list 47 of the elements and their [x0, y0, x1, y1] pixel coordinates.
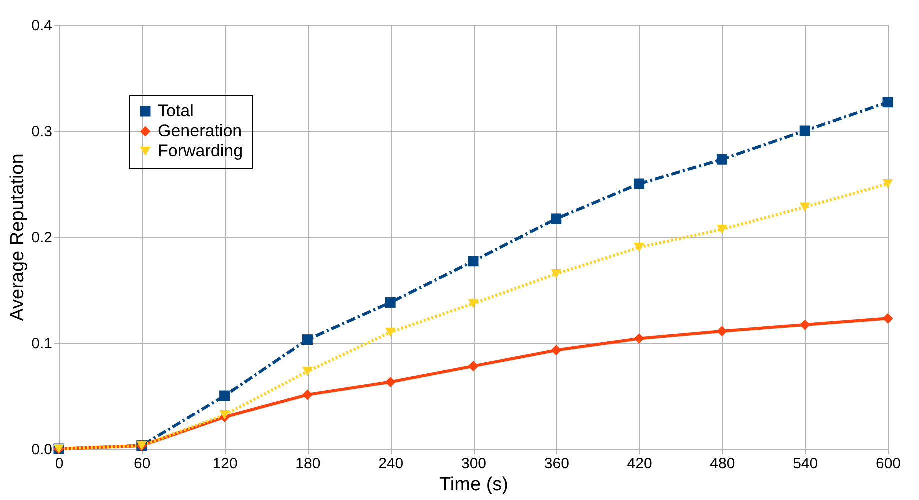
point: [634, 334, 645, 344]
legend-label: Forwarding: [158, 142, 244, 160]
point: [220, 390, 230, 402]
point: [468, 299, 479, 308]
point: [468, 256, 479, 267]
point: [302, 390, 313, 400]
point: [882, 97, 894, 108]
y-tick-label: 0.4: [32, 18, 52, 34]
point: [882, 313, 894, 324]
x-tick-label: 540: [793, 456, 818, 472]
point: [800, 126, 810, 136]
x-tick-label: 60: [134, 456, 151, 472]
x-tick-label: 360: [544, 456, 570, 472]
point: [716, 326, 728, 337]
x-axis-title: Time (s): [440, 474, 508, 496]
legend-label: Generation: [158, 122, 242, 140]
legend-label: Total: [158, 102, 194, 120]
x-tick-label: 120: [212, 456, 238, 472]
point: [551, 214, 562, 224]
y-tick-label: 0.3: [32, 124, 52, 140]
point: [220, 410, 230, 420]
point: [634, 178, 645, 190]
point: [468, 361, 479, 372]
point: [385, 376, 396, 388]
x-tick-label: 420: [627, 456, 652, 472]
point: [551, 270, 562, 279]
point: [634, 243, 645, 252]
x-tick-label: 180: [296, 456, 321, 472]
y-axis-title: Average Reputation: [8, 154, 29, 322]
point: [800, 202, 810, 212]
point: [716, 154, 728, 165]
x-tick-label: 300: [461, 456, 487, 472]
x-tick-label: 0: [55, 456, 64, 472]
x-tick-label: 240: [378, 456, 404, 472]
point: [385, 328, 396, 337]
point: [302, 334, 313, 346]
point: [385, 297, 396, 308]
point: [882, 179, 894, 189]
point: [716, 225, 728, 234]
y-tick-label: 0.2: [32, 230, 52, 246]
y-tick-label: 0.0: [32, 442, 52, 458]
x-tick-label: 600: [876, 456, 902, 472]
x-tick-label: 480: [710, 456, 736, 472]
y-tick-label: 0.1: [32, 336, 52, 352]
point: [302, 367, 313, 376]
point: [551, 345, 562, 356]
point: [800, 320, 810, 330]
